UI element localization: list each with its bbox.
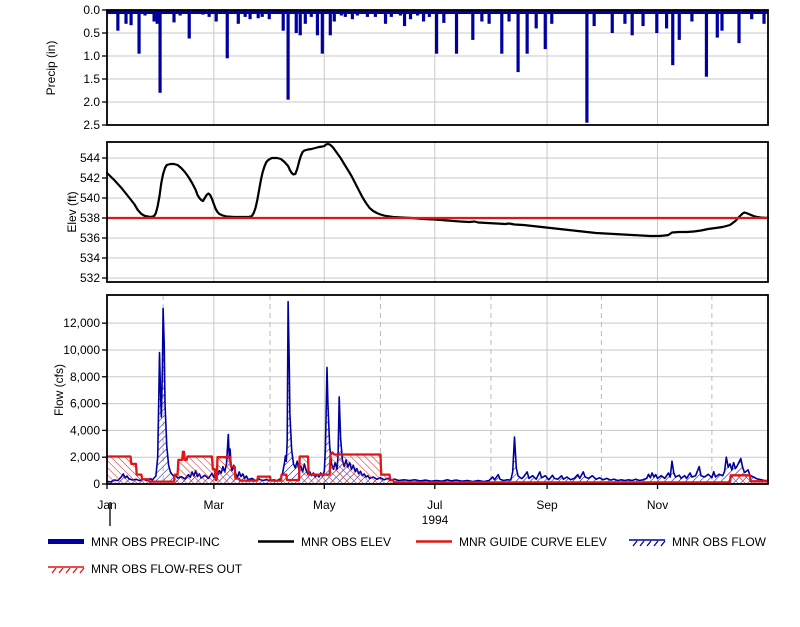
axes-layer (102, 9, 769, 526)
legend-item-guide-curve-elev[interactable]: MNR GUIDE CURVE ELEV (415, 535, 607, 549)
svg-text:540: 540 (80, 191, 100, 205)
svg-text:1.5: 1.5 (83, 72, 100, 86)
svg-text:Nov: Nov (647, 498, 668, 512)
svg-text:12,000: 12,000 (63, 316, 100, 330)
svg-text:May: May (313, 498, 336, 512)
flow-axis-title: Flow (cfs) (52, 363, 66, 416)
legend-item-obs-flow[interactable]: MNR OBS FLOW (628, 535, 766, 549)
legend-item-obs-elev[interactable]: MNR OBS ELEV (257, 535, 391, 549)
legend-label: MNR OBS ELEV (301, 535, 392, 549)
legend-swatch-obs-elev (257, 536, 295, 549)
precip-series-layer (107, 10, 768, 123)
svg-text:8,000: 8,000 (70, 370, 100, 384)
elev-axis-title: Elev (ft) (65, 191, 79, 233)
legend-swatch-obs-precip-inc (47, 536, 85, 549)
svg-text:1.0: 1.0 (83, 49, 100, 63)
legend-label: MNR OBS PRECIP-INC (91, 535, 220, 549)
svg-text:4,000: 4,000 (70, 423, 100, 437)
svg-text:2,000: 2,000 (70, 450, 100, 464)
svg-text:544: 544 (80, 151, 100, 165)
svg-text:Jan: Jan (97, 498, 116, 512)
svg-text:538: 538 (80, 211, 100, 225)
flow-series-layer (106, 300, 768, 484)
legend-item-obs-flow-res-out[interactable]: MNR OBS FLOW-RES OUT (47, 562, 242, 576)
legend-label: MNR OBS FLOW-RES OUT (91, 562, 243, 576)
svg-text:Jul: Jul (427, 498, 442, 512)
legend-swatch-obs-flow (628, 536, 666, 549)
legend-label: MNR GUIDE CURVE ELEV (459, 535, 607, 549)
svg-text:0.5: 0.5 (83, 26, 100, 40)
svg-text:Sep: Sep (536, 498, 558, 512)
svg-text:2.0: 2.0 (83, 95, 100, 109)
svg-text:542: 542 (80, 171, 100, 185)
svg-text:532: 532 (80, 271, 100, 285)
elev-series-layer (105, 142, 770, 238)
svg-text:536: 536 (80, 231, 100, 245)
svg-text:0.0: 0.0 (83, 3, 100, 17)
svg-text:2.5: 2.5 (83, 118, 100, 132)
svg-text:0: 0 (93, 477, 100, 491)
tick-labels-layer: 0.0 0.5 1.0 1.5 2.0 2.5 544 542 540 538 536 534 532 0… (63, 3, 668, 512)
svg-text:534: 534 (80, 251, 100, 265)
legend-swatch-obs-flow-res-out (47, 563, 85, 576)
svg-text:6,000: 6,000 (70, 397, 100, 411)
svg-text:Mar: Mar (204, 498, 225, 512)
year-label: 1994 (421, 513, 449, 527)
legend-label: MNR OBS FLOW (672, 535, 767, 549)
grid-layer (107, 10, 768, 484)
legend-swatch-guide-curve-elev (415, 536, 453, 549)
svg-text:10,000: 10,000 (63, 343, 100, 357)
precip-axis-title: Precip (in) (44, 40, 58, 95)
legend-item-obs-precip-inc[interactable]: MNR OBS PRECIP-INC (47, 535, 220, 549)
